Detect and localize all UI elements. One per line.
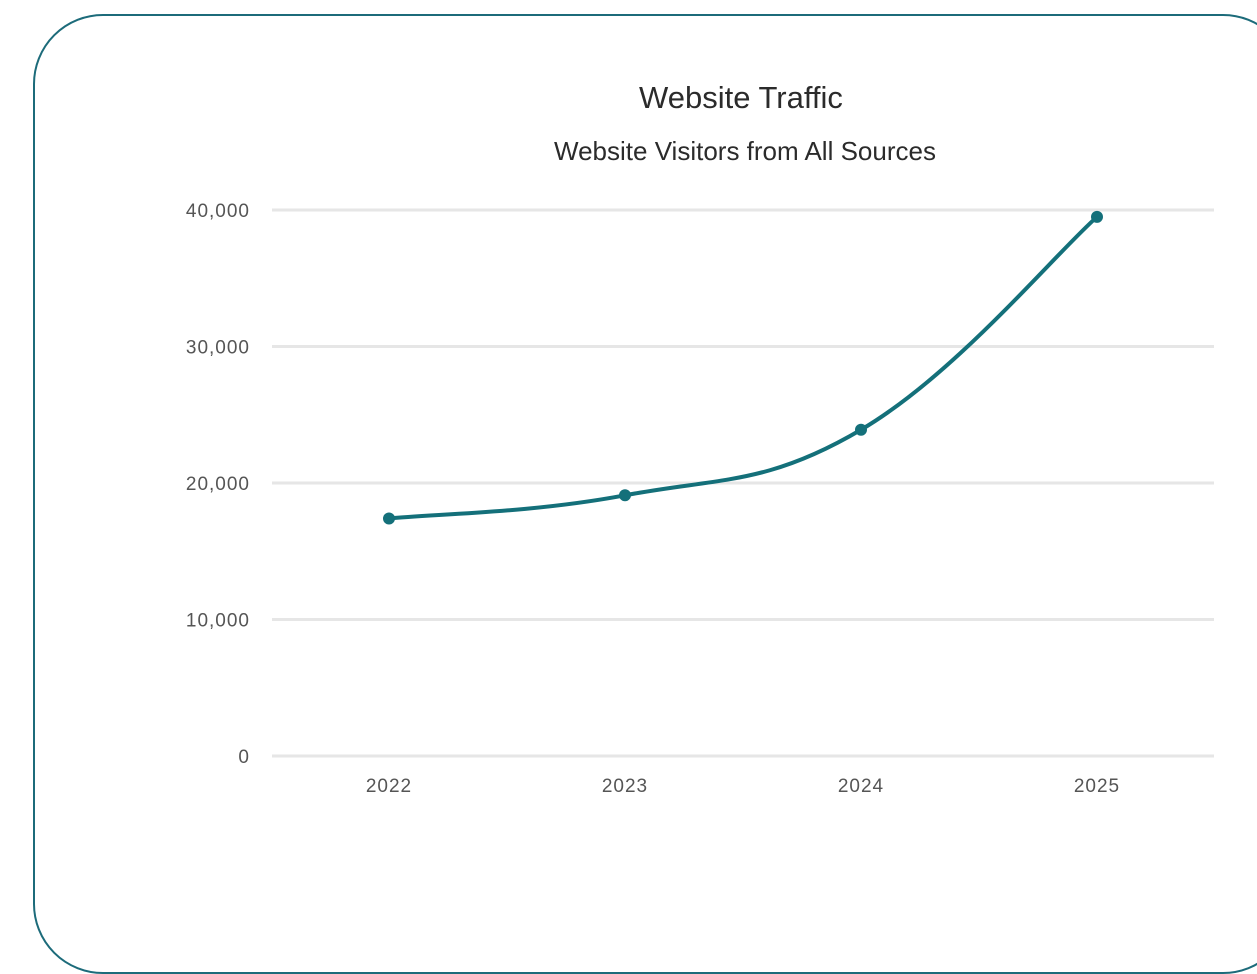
y-tick-label: 0 bbox=[238, 747, 250, 768]
data-point[interactable] bbox=[855, 423, 867, 436]
chart-title: Website Traffic bbox=[639, 80, 843, 115]
data-point[interactable] bbox=[383, 512, 395, 525]
chart-subtitle: Website Visitors from All Sources bbox=[554, 136, 936, 166]
x-axis-ticks: 2022 2023 2024 2025 bbox=[366, 776, 1120, 797]
x-tick-label: 2022 bbox=[366, 776, 412, 797]
y-tick-label: 40,000 bbox=[186, 201, 250, 222]
data-point[interactable] bbox=[1091, 210, 1103, 223]
grid-lines bbox=[272, 208, 1214, 758]
y-tick-label: 30,000 bbox=[186, 338, 250, 359]
x-tick-label: 2023 bbox=[602, 776, 648, 797]
y-tick-label: 20,000 bbox=[186, 474, 250, 495]
chart-card bbox=[33, 14, 1257, 974]
y-axis-ticks: 0 10,000 20,000 30,000 40,000 bbox=[186, 201, 250, 768]
series-line bbox=[387, 214, 1099, 521]
series-layer bbox=[383, 210, 1103, 525]
y-tick-label: 10,000 bbox=[186, 611, 250, 632]
line-chart: Website Traffic Website Visitors from Al… bbox=[186, 80, 1214, 797]
data-point[interactable] bbox=[619, 489, 631, 502]
x-tick-label: 2024 bbox=[838, 776, 884, 797]
x-tick-label: 2025 bbox=[1074, 776, 1120, 797]
